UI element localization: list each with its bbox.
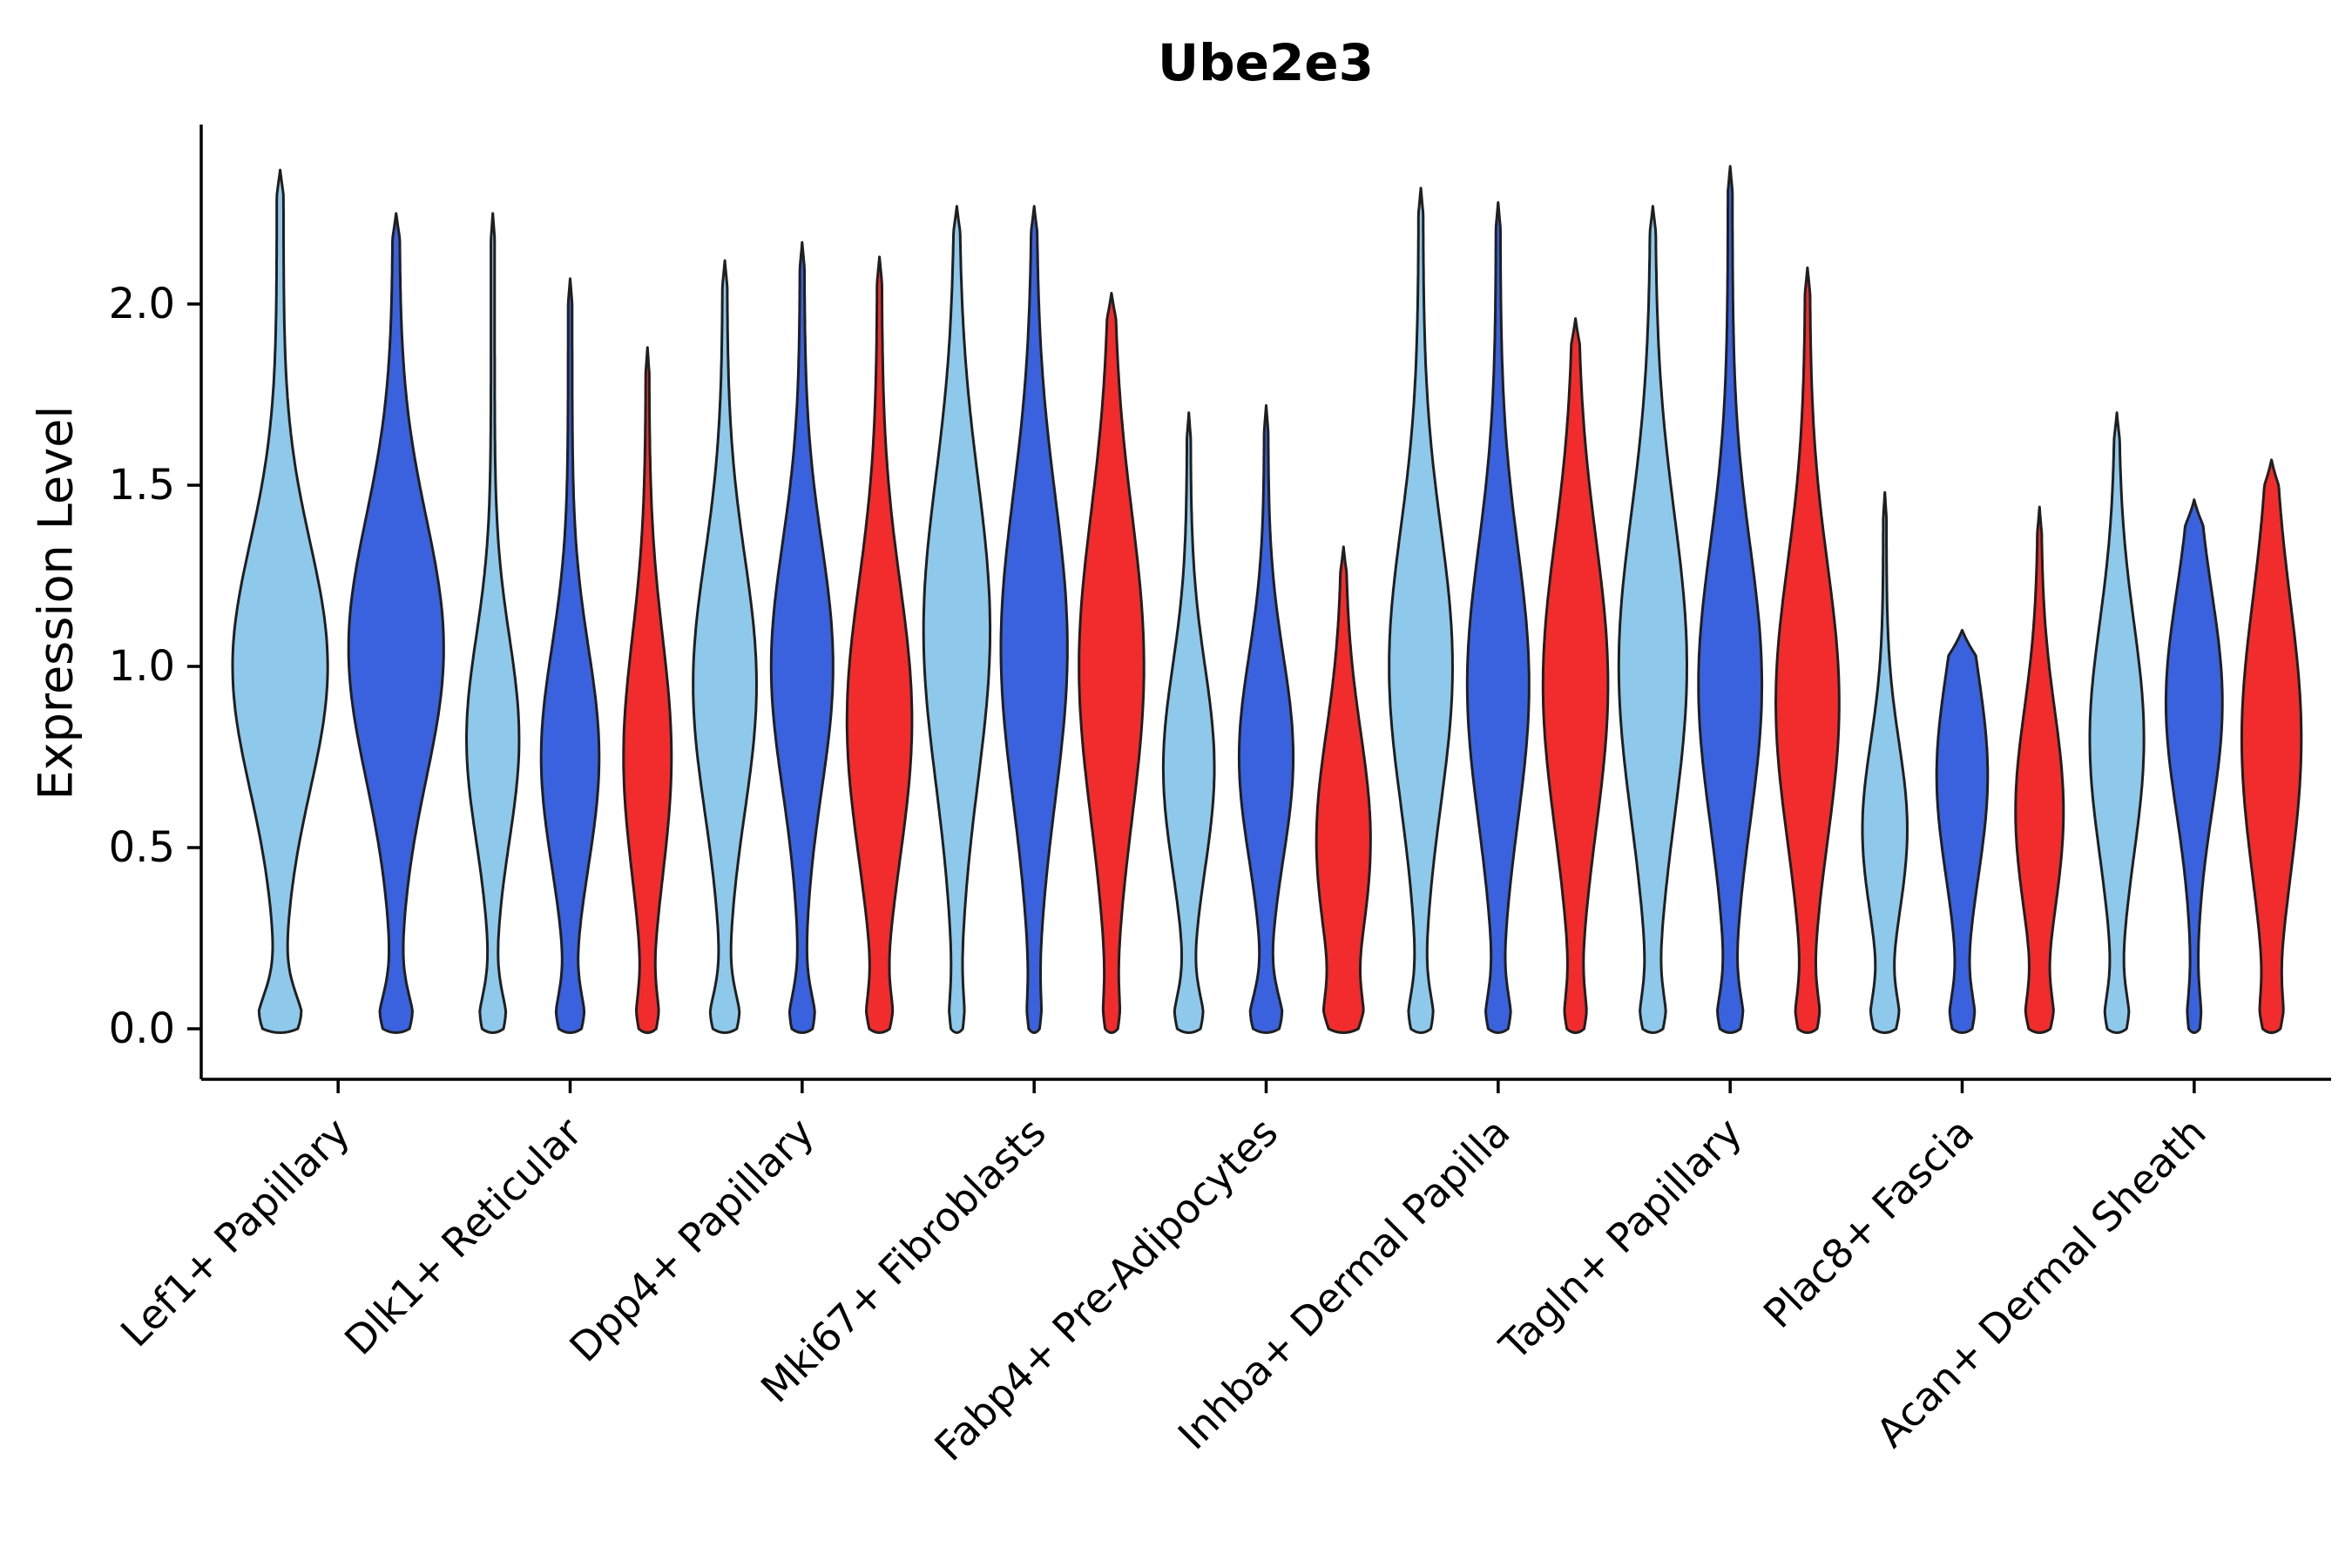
violin — [999, 205, 1069, 1034]
violin — [1617, 205, 1688, 1034]
violin — [465, 212, 521, 1034]
chart-title: Ube2e3 — [1157, 33, 1375, 92]
x-tick-label: Dlk1+ Reticular — [335, 1109, 591, 1364]
violin — [1465, 201, 1531, 1034]
violin — [347, 212, 445, 1034]
violin — [769, 240, 835, 1034]
violin — [1935, 628, 1990, 1034]
violin — [2164, 498, 2224, 1034]
y-tick-label: 1.0 — [109, 642, 175, 691]
y-tick-label: 0.5 — [109, 823, 175, 872]
violin — [1078, 292, 1146, 1034]
violin — [539, 277, 601, 1034]
x-tick-label: Plac8+ Fascia — [1754, 1109, 1983, 1337]
violin — [622, 346, 673, 1034]
x-tick-label: Tagln+ Papillary — [1490, 1109, 1751, 1370]
y-tick-label: 2.0 — [109, 280, 175, 328]
x-tick-label: Lef1+ Papillary — [112, 1109, 359, 1356]
violin — [1161, 411, 1216, 1034]
violin — [1388, 186, 1454, 1034]
violin — [231, 168, 329, 1034]
violin — [1697, 165, 1764, 1034]
violin — [845, 255, 914, 1034]
x-tick-label: Dpp4+ Papillary — [560, 1109, 822, 1371]
y-tick-label: 1.5 — [109, 461, 175, 510]
violin — [1541, 317, 1610, 1034]
violin — [1774, 266, 1841, 1034]
violin — [1861, 490, 1909, 1034]
y-tick-label: 0.0 — [109, 1004, 175, 1053]
violin — [2088, 411, 2146, 1034]
violin — [922, 205, 992, 1034]
violin — [2014, 505, 2065, 1034]
violin — [692, 259, 758, 1034]
violin — [1315, 545, 1372, 1034]
violin — [1237, 404, 1295, 1034]
violin — [2240, 458, 2303, 1034]
